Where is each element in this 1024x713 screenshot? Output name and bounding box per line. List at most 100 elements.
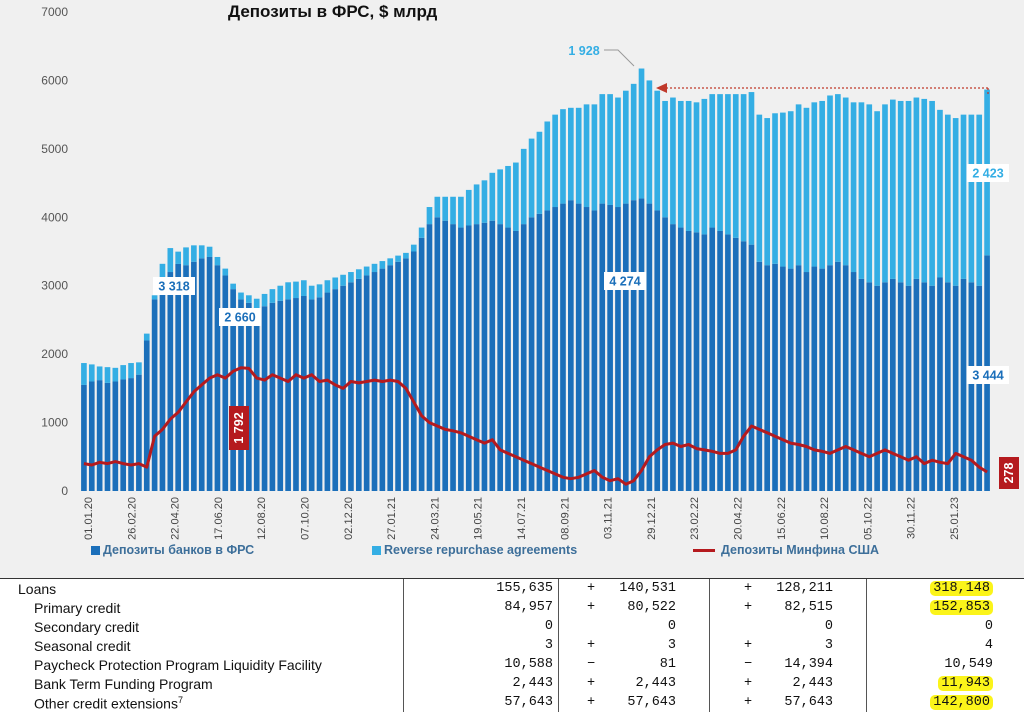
cell-value-3: 82,515 bbox=[784, 600, 833, 615]
bar-bank-deposits bbox=[803, 272, 810, 491]
cell-sign-2: + bbox=[586, 695, 596, 710]
row-label: Seasonal credit bbox=[34, 638, 131, 654]
bar-reverse-repo bbox=[513, 162, 519, 231]
cell-sign-2: − bbox=[586, 657, 596, 672]
bar-reverse-repo bbox=[560, 109, 566, 204]
value-label-treasury-last-box bbox=[999, 457, 1019, 489]
bar-bank-deposits bbox=[88, 381, 95, 491]
x-tick-label: 10.08.22 bbox=[819, 497, 831, 540]
x-tick-label: 07.10.20 bbox=[300, 497, 312, 540]
bar-bank-deposits bbox=[929, 285, 935, 491]
bar-reverse-repo bbox=[293, 281, 299, 299]
bar-bank-deposits bbox=[662, 217, 668, 492]
cell-value-4: 10,549 bbox=[944, 657, 993, 672]
bar-bank-deposits bbox=[670, 224, 676, 491]
bar-bank-deposits bbox=[677, 227, 684, 492]
bar-bank-deposits bbox=[513, 230, 519, 491]
line-treasury-deposits bbox=[83, 366, 988, 486]
x-tick-label: 29.12.21 bbox=[646, 497, 658, 540]
deposits-chart: 0 1000 2000 3000 4000 5000 6000 7000 01.01.20 26… bbox=[41, 5, 1019, 540]
bar-bank-deposits bbox=[638, 198, 645, 491]
value-label-bank-low: 2 660 bbox=[224, 311, 255, 325]
bar-bank-deposits bbox=[944, 282, 951, 491]
bar-bank-deposits bbox=[882, 282, 888, 491]
bar-bank-deposits bbox=[937, 277, 943, 491]
cell-value-2: 81 bbox=[659, 657, 676, 672]
bar-reverse-repo bbox=[638, 68, 645, 199]
x-tick-label: 22.04.20 bbox=[170, 497, 182, 540]
chart-title: Депозиты в ФРС, $ млрд bbox=[228, 2, 438, 21]
bar-reverse-repo bbox=[874, 111, 880, 286]
bar-reverse-repo bbox=[725, 94, 731, 235]
x-tick-label: 12.08.20 bbox=[256, 497, 268, 540]
cell-value-1: 84,957 bbox=[504, 600, 553, 615]
bar-reverse-repo bbox=[803, 107, 810, 273]
value-label-treasury-peak: 1 792 bbox=[232, 412, 246, 443]
table-row: Secondary credit 0 0 0 0 bbox=[0, 618, 1024, 637]
cell-value-1: 155,635 bbox=[496, 581, 553, 596]
bar-bank-deposits bbox=[120, 379, 127, 491]
bar-bank-deposits bbox=[740, 241, 747, 491]
table-row: Loans 155,635 +140,531 +128,211 318,148 bbox=[0, 580, 1024, 599]
bar-reverse-repo bbox=[387, 258, 394, 266]
arrowhead-icon bbox=[656, 83, 667, 93]
x-tick-label: 03.11.21 bbox=[603, 497, 615, 539]
table-row: Other credit extensions7 57,643 +57,643 +57… bbox=[0, 694, 1024, 713]
value-label-bank-low-box bbox=[219, 308, 261, 326]
column-divider bbox=[403, 579, 404, 712]
bar-bank-deposits bbox=[481, 222, 488, 491]
cell-value-4: 11,943 bbox=[938, 676, 993, 691]
bar-bank-deposits bbox=[968, 282, 975, 491]
bar-reverse-repo bbox=[544, 121, 551, 211]
table-row: Seasonal credit 3 +3 +3 4 bbox=[0, 637, 1024, 656]
cell-value-3: 0 bbox=[824, 619, 833, 634]
bar-reverse-repo bbox=[654, 90, 661, 211]
bar-bank-deposits bbox=[159, 278, 166, 491]
row-label: Secondary credit bbox=[34, 619, 140, 635]
bar-reverse-repo bbox=[434, 196, 441, 218]
bar-reverse-repo bbox=[261, 293, 268, 307]
bar-reverse-repo bbox=[520, 148, 527, 225]
bar-reverse-repo bbox=[104, 367, 111, 383]
x-tick-label: 20.04.22 bbox=[733, 497, 745, 540]
column-divider bbox=[558, 579, 559, 712]
bar-reverse-repo bbox=[583, 104, 590, 208]
column-divider bbox=[866, 579, 867, 712]
legend-swatch-rrp bbox=[372, 545, 381, 555]
x-tick-label: 24.03.21 bbox=[429, 497, 441, 540]
bar-bank-deposits bbox=[379, 268, 386, 491]
cell-value-3: 3 bbox=[824, 638, 833, 653]
chart-area: 0 1000 2000 3000 4000 5000 6000 7000 01.01.20 26… bbox=[0, 0, 1024, 578]
bar-bank-deposits bbox=[387, 265, 394, 491]
bar-reverse-repo bbox=[819, 100, 825, 269]
bar-bank-deposits bbox=[732, 237, 739, 491]
bar-reverse-repo bbox=[795, 104, 802, 266]
bar-bank-deposits bbox=[363, 275, 370, 491]
cell-sign-3: + bbox=[743, 638, 753, 653]
cell-value-1: 0 bbox=[544, 619, 553, 634]
x-tick-label: 19.05.21 bbox=[473, 497, 485, 540]
bar-reverse-repo bbox=[568, 107, 574, 201]
legend-bank-deposits: Депозиты банков в ФРС bbox=[91, 543, 254, 557]
bar-reverse-repo bbox=[552, 114, 558, 208]
value-label-treasury-last: 278 bbox=[1002, 463, 1016, 484]
y-tick-label: 4000 bbox=[41, 210, 68, 224]
cell-value-2: 57,643 bbox=[627, 695, 676, 710]
bar-reverse-repo bbox=[253, 298, 260, 309]
value-label-rrp-peak: 1 928 bbox=[568, 44, 599, 58]
bar-bank-deposits bbox=[238, 299, 244, 491]
bar-reverse-repo bbox=[575, 107, 582, 204]
bar-reverse-repo bbox=[285, 282, 291, 300]
row-label: Loans bbox=[18, 581, 57, 597]
bar-reverse-repo bbox=[151, 295, 158, 300]
bar-reverse-repo bbox=[890, 99, 896, 279]
bar-bank-deposits bbox=[167, 272, 174, 491]
highlighted-value: 142,800 bbox=[930, 695, 993, 710]
bar-reverse-repo bbox=[952, 118, 959, 286]
bar-reverse-repo bbox=[607, 94, 613, 205]
x-tick-label: 30.11.22 bbox=[906, 497, 918, 539]
x-tick-label: 23.02.22 bbox=[689, 497, 701, 540]
bar-reverse-repo bbox=[128, 363, 134, 379]
bar-bank-deposits bbox=[811, 266, 818, 491]
bar-bank-deposits bbox=[568, 200, 574, 491]
